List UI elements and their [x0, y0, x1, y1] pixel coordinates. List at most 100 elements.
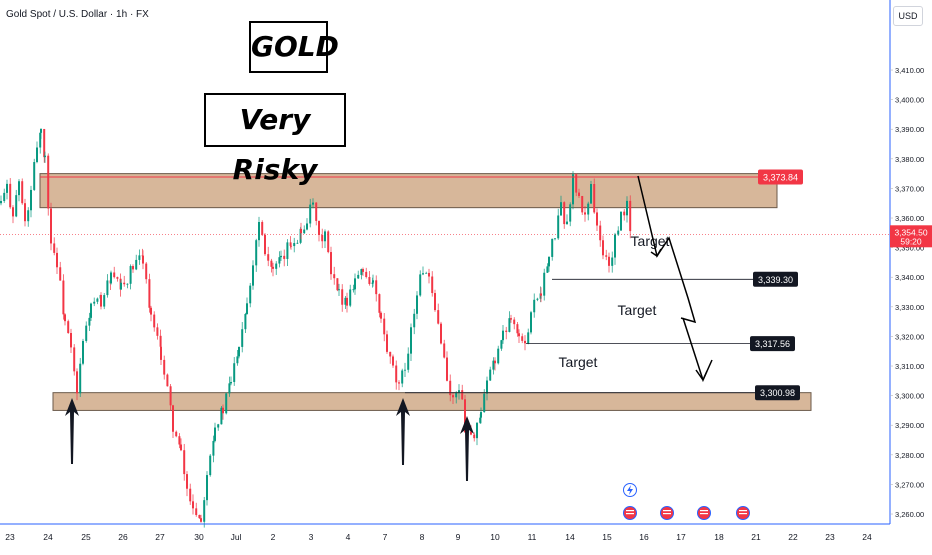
candle	[368, 276, 371, 284]
candle	[626, 200, 628, 216]
candle	[153, 314, 156, 328]
candle	[513, 319, 516, 325]
symbol-header[interactable]: Gold Spot / U.S. Dollar · 1h · FX	[6, 9, 149, 20]
candle	[533, 299, 536, 313]
x-tick-label: 24	[862, 532, 872, 542]
candle	[79, 363, 82, 394]
candle	[160, 346, 162, 360]
candle	[236, 356, 239, 364]
y-tick-label: 3,350.00	[895, 244, 924, 253]
y-tick-label: 3,260.00	[895, 510, 924, 519]
candle	[70, 332, 72, 348]
candle	[371, 282, 374, 284]
candle	[581, 195, 584, 213]
candle	[357, 274, 360, 279]
candle	[327, 231, 330, 253]
support-arrow	[460, 416, 474, 481]
candle	[258, 222, 260, 241]
candle	[275, 263, 278, 269]
candle	[200, 518, 202, 522]
candle	[449, 380, 452, 396]
candle	[183, 450, 186, 475]
candle	[362, 269, 364, 272]
candle	[252, 265, 254, 286]
candle	[306, 223, 308, 230]
candle	[44, 155, 46, 158]
x-tick-label: 8	[420, 532, 425, 542]
candle	[261, 222, 264, 235]
us-flag-stripe	[700, 510, 708, 512]
title-annotation: GOLD	[249, 21, 339, 73]
candle	[82, 340, 84, 364]
candle	[6, 183, 8, 193]
projection-arrowhead	[695, 369, 708, 382]
subtitle-annotation: Very Risky	[204, 93, 346, 186]
candle	[228, 383, 231, 394]
y-tick-label: 3,390.00	[895, 125, 924, 134]
candle	[446, 357, 448, 381]
currency-button[interactable]: USD	[893, 6, 923, 26]
candle	[518, 333, 520, 337]
candle	[138, 255, 141, 260]
candle	[270, 260, 273, 267]
x-tick-label: 2	[271, 532, 276, 542]
candle	[569, 204, 572, 222]
candle	[378, 294, 381, 313]
candle	[419, 274, 422, 296]
candle	[617, 230, 620, 235]
level-badge	[758, 169, 803, 185]
candle	[360, 269, 363, 275]
candle	[365, 271, 368, 277]
candle	[120, 282, 122, 290]
candle	[593, 184, 596, 213]
candle	[524, 340, 526, 344]
candle	[611, 257, 614, 266]
level-badge	[753, 271, 798, 287]
candle	[458, 390, 460, 393]
candle	[15, 195, 18, 217]
candle	[40, 128, 42, 133]
x-tick-label: 21	[751, 532, 761, 542]
x-tick-label: 16	[639, 532, 649, 542]
candle	[443, 343, 446, 358]
support-zone	[52, 392, 812, 411]
candle	[264, 234, 266, 255]
resistance-zone	[39, 173, 778, 209]
candle	[434, 293, 436, 311]
candle	[502, 330, 504, 341]
candle	[346, 297, 348, 306]
candle	[255, 240, 258, 266]
level-badge-value: 3,373.84	[763, 173, 798, 183]
level-badge-value: 3,317.56	[755, 339, 790, 349]
us-flag-stripe	[739, 513, 747, 515]
current-price-value: 3,354.50	[894, 227, 927, 237]
projection-path	[637, 175, 697, 324]
candle	[148, 279, 151, 308]
candle	[220, 407, 223, 425]
candle	[500, 340, 503, 349]
candle	[349, 289, 352, 306]
candle	[195, 508, 198, 515]
candle	[428, 272, 430, 277]
candle	[404, 369, 406, 371]
candle	[614, 234, 616, 258]
candle	[180, 444, 182, 451]
candle	[56, 252, 58, 268]
candle	[290, 245, 292, 247]
candle	[352, 289, 355, 291]
projection-arrowhead	[650, 248, 662, 258]
candle	[244, 314, 247, 330]
candle	[203, 500, 206, 522]
x-tick-label: 22	[788, 532, 798, 542]
candle	[508, 318, 511, 332]
candle	[413, 313, 416, 328]
candle	[18, 181, 20, 196]
candle	[560, 202, 562, 216]
y-tick-label: 3,340.00	[895, 273, 924, 282]
candle	[50, 208, 52, 244]
candle	[392, 356, 394, 366]
candle	[88, 317, 91, 326]
y-tick-label: 3,270.00	[895, 480, 924, 489]
